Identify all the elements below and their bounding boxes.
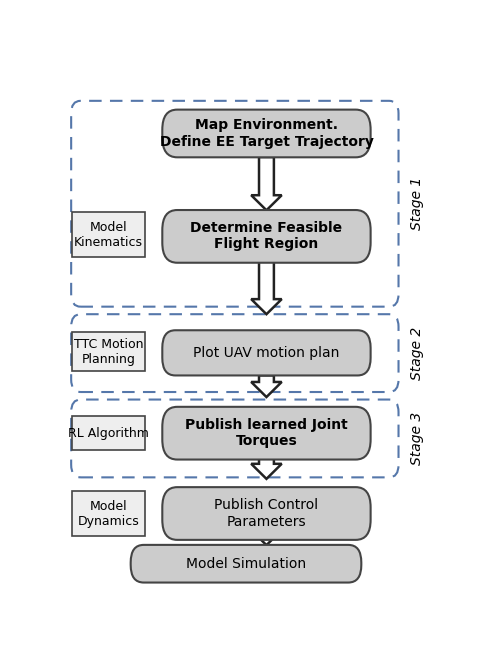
Text: Stage 3: Stage 3 bbox=[410, 412, 424, 465]
Text: Publish Control
Parameters: Publish Control Parameters bbox=[215, 498, 319, 529]
Text: Model
Dynamics: Model Dynamics bbox=[77, 499, 139, 527]
Polygon shape bbox=[251, 157, 282, 211]
FancyBboxPatch shape bbox=[162, 110, 371, 157]
FancyBboxPatch shape bbox=[162, 487, 371, 540]
FancyBboxPatch shape bbox=[162, 210, 371, 263]
Bar bbox=[72, 491, 144, 536]
Text: Stage 2: Stage 2 bbox=[410, 327, 424, 379]
Text: Publish learned Joint
Torques: Publish learned Joint Torques bbox=[185, 418, 348, 449]
Text: RL Algorithm: RL Algorithm bbox=[68, 426, 149, 439]
Text: Model
Kinematics: Model Kinematics bbox=[74, 221, 143, 249]
Polygon shape bbox=[251, 457, 282, 479]
Text: Map Environment.
Define EE Target Trajectory: Map Environment. Define EE Target Trajec… bbox=[159, 119, 373, 149]
Text: TTC Motion
Planning: TTC Motion Planning bbox=[73, 338, 143, 366]
Text: Model Simulation: Model Simulation bbox=[186, 557, 306, 570]
Bar bbox=[72, 213, 144, 258]
Text: Plot UAV motion plan: Plot UAV motion plan bbox=[193, 346, 340, 360]
FancyBboxPatch shape bbox=[131, 545, 361, 582]
Text: Stage 1: Stage 1 bbox=[410, 177, 424, 230]
Polygon shape bbox=[251, 530, 282, 545]
Polygon shape bbox=[251, 376, 282, 397]
Bar bbox=[72, 333, 144, 372]
Polygon shape bbox=[251, 261, 282, 314]
Text: Determine Feasible
Flight Region: Determine Feasible Flight Region bbox=[191, 221, 343, 252]
FancyBboxPatch shape bbox=[162, 407, 371, 460]
Bar bbox=[72, 416, 144, 451]
FancyBboxPatch shape bbox=[162, 331, 371, 376]
